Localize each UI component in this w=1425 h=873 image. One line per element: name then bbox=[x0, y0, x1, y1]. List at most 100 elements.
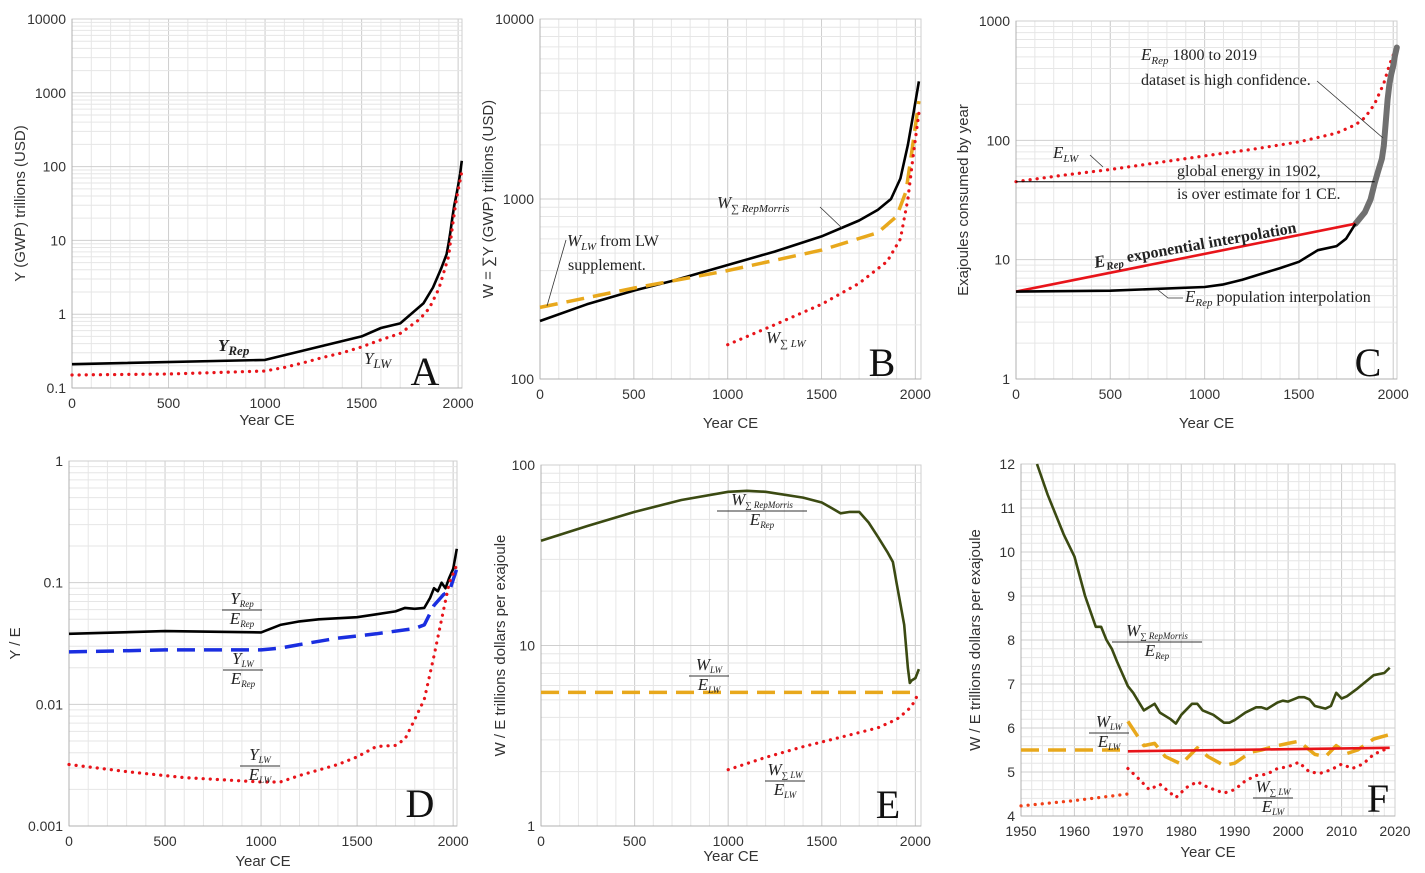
y-tick-label: 0.001 bbox=[28, 818, 63, 834]
fraction-denominator: ELW bbox=[773, 780, 798, 800]
x-tick-label: 2020 bbox=[1379, 823, 1410, 839]
y-axis-label: Exajoules consumed by year bbox=[955, 104, 972, 296]
x-axis-label: Year CE bbox=[239, 412, 294, 429]
y-axis-label: Y / E bbox=[7, 627, 24, 659]
y-tick-label: 9 bbox=[1007, 588, 1015, 604]
panel-A: 0 500 1000 1500 2000 0.1 1 10 100 1000 10000 Year C… bbox=[12, 11, 474, 429]
y-tick-label: 10 bbox=[50, 232, 66, 248]
fraction-denominator: ELW bbox=[697, 675, 722, 695]
fraction-numerator: W∑ LW bbox=[767, 760, 804, 780]
x-tick-label: 1000 bbox=[713, 833, 744, 849]
fraction-numerator: YLW bbox=[249, 745, 272, 765]
x-tick-label: 2000 bbox=[1378, 386, 1409, 402]
series-w-sum-repmorris bbox=[539, 81, 921, 323]
y-tick-label: 100 bbox=[511, 371, 535, 387]
y-axis-label: W / E trillions dollars per exajoule bbox=[492, 535, 509, 757]
series-w-lw-e-lw-linear bbox=[1127, 746, 1390, 753]
y-tick-label: 100 bbox=[987, 132, 1011, 148]
series-label-y-rep: YRep bbox=[218, 336, 250, 358]
fraction-denominator: ELW bbox=[248, 765, 273, 785]
y-tick-label: 1000 bbox=[503, 191, 534, 207]
y-tick-label: 10000 bbox=[495, 11, 534, 27]
y-axis-label: W / E trillions dollars per exajoule bbox=[967, 529, 984, 751]
series-w-sum-lw-e-lw bbox=[726, 690, 921, 772]
series-label-y-lw: YLW bbox=[364, 349, 392, 371]
series-w-sum-repmorris-e-rep bbox=[1035, 463, 1391, 725]
panel-label: B bbox=[869, 340, 896, 385]
y-tick-label: 0.1 bbox=[47, 380, 67, 396]
fraction-numerator: YLW bbox=[232, 649, 255, 669]
plot-frame bbox=[68, 460, 458, 827]
x-axis-label: Year CE bbox=[703, 848, 758, 865]
x-tick-label: 1500 bbox=[342, 833, 373, 849]
fraction-denominator: ERep bbox=[749, 510, 775, 530]
series-e-rep-exponential-interpolation bbox=[1015, 222, 1356, 293]
x-tick-label: 2000 bbox=[900, 386, 931, 402]
x-tick-label: 2010 bbox=[1326, 823, 1357, 839]
y-tick-label: 1 bbox=[527, 818, 535, 834]
panel-C: 0 500 1000 1500 2000 1 10 100 1000 Year CE Exajoul… bbox=[955, 13, 1409, 432]
fraction-denominator: ELW bbox=[1097, 732, 1122, 752]
y-tick-label: 0.01 bbox=[36, 696, 63, 712]
x-tick-label: 0 bbox=[536, 386, 544, 402]
leader-line bbox=[546, 239, 567, 307]
series-e-rep-high-confidence bbox=[1352, 44, 1400, 227]
x-tick-label: 1500 bbox=[346, 395, 377, 411]
x-tick-label: 2000 bbox=[438, 833, 469, 849]
x-tick-label: 1980 bbox=[1166, 823, 1197, 839]
x-tick-label: 0 bbox=[65, 833, 73, 849]
x-tick-label: 500 bbox=[157, 395, 181, 411]
leader-line bbox=[1157, 289, 1183, 299]
series-y-lw bbox=[70, 170, 464, 377]
x-tick-label: 0 bbox=[1012, 386, 1020, 402]
leader-line bbox=[1089, 154, 1104, 168]
annotation-over-estimate: is over estimate for 1 CE. bbox=[1177, 186, 1341, 203]
leader-line bbox=[819, 206, 843, 229]
annotation-supplement-line2: supplement. bbox=[568, 257, 646, 274]
y-tick-label: 1 bbox=[1002, 371, 1010, 387]
x-tick-label: 1000 bbox=[249, 395, 280, 411]
panel-label: C bbox=[1355, 340, 1382, 385]
series-e-lw bbox=[1014, 44, 1399, 184]
series-y-lw-e-rep bbox=[68, 568, 459, 654]
x-tick-label: 500 bbox=[622, 386, 646, 402]
leader-line bbox=[1316, 80, 1384, 139]
y-tick-label: 12 bbox=[999, 456, 1015, 472]
fraction-numerator: W∑ RepMorris bbox=[1126, 621, 1188, 641]
x-axis-label: Year CE bbox=[235, 853, 290, 870]
y-axis-label: Y (GWP) trillions (USD) bbox=[12, 125, 29, 281]
fraction-numerator: W∑ LW bbox=[1255, 777, 1292, 797]
x-tick-label: 500 bbox=[153, 833, 177, 849]
grid bbox=[68, 460, 457, 827]
y-tick-label: 10 bbox=[519, 638, 535, 654]
fraction-numerator: WLW bbox=[1096, 712, 1124, 732]
x-axis-label: Year CE bbox=[1180, 844, 1235, 861]
series-y-rep-e-rep bbox=[68, 548, 459, 636]
y-tick-label: 100 bbox=[512, 457, 536, 473]
x-tick-label: 1990 bbox=[1219, 823, 1250, 839]
annotation-e-rep-1800-2019: ERep 1800 to 2019 bbox=[1140, 45, 1257, 67]
x-tick-label: 1950 bbox=[1005, 823, 1036, 839]
x-tick-label: 1000 bbox=[246, 833, 277, 849]
x-tick-label: 2000 bbox=[443, 395, 474, 411]
fraction-denominator: ERep bbox=[229, 609, 255, 629]
y-tick-label: 10 bbox=[999, 544, 1015, 560]
panel-F: 1950 1960 1970 1980 1990 2000 2010 2020 4 5 6 7 8 9 10… bbox=[967, 456, 1411, 861]
y-axis-label: W = ∑Y (GWP) trillions (USD) bbox=[480, 100, 497, 298]
grid bbox=[71, 18, 462, 389]
y-tick-label: 6 bbox=[1007, 720, 1015, 736]
x-tick-label: 500 bbox=[623, 833, 647, 849]
y-tick-label: 1 bbox=[55, 453, 63, 469]
x-tick-label: 0 bbox=[68, 395, 76, 411]
x-tick-label: 1500 bbox=[806, 833, 837, 849]
y-tick-label: 0.1 bbox=[44, 575, 64, 591]
annotation-high-confidence: dataset is high confidence. bbox=[1141, 72, 1311, 89]
